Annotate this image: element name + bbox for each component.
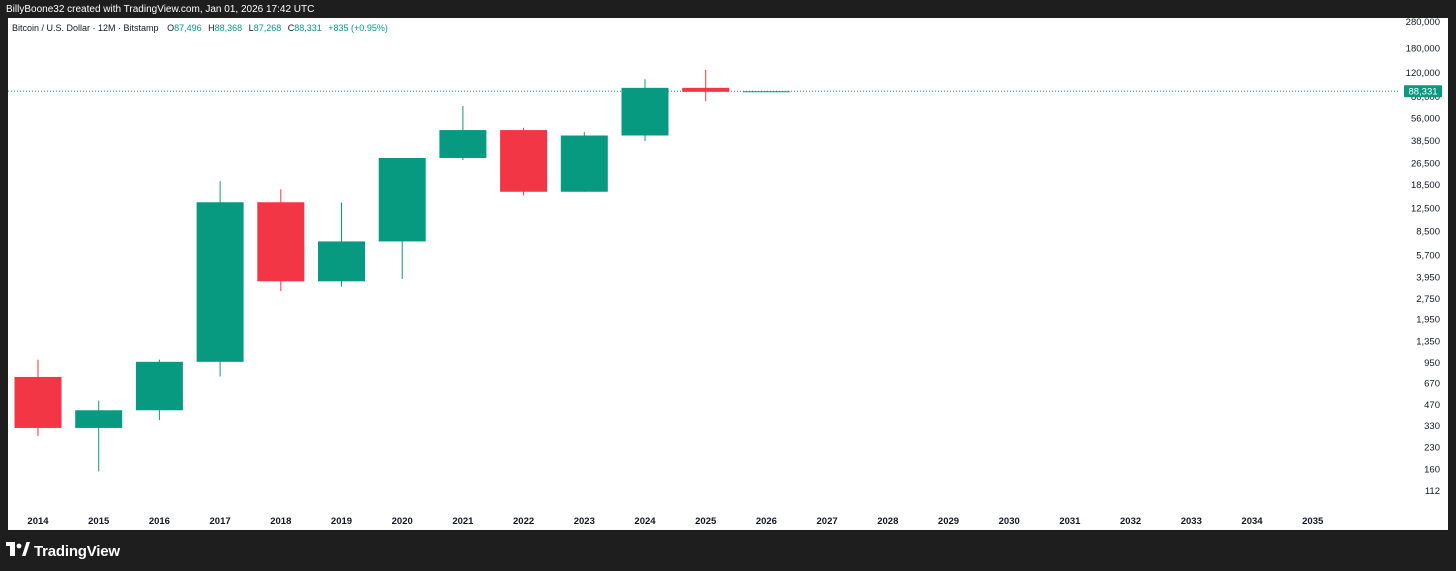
candle-body	[742, 91, 790, 93]
x-tick-label: 2035	[1302, 516, 1324, 527]
symbol-legend: Bitcoin / U.S. Dollar · 12M · Bitstamp O…	[12, 22, 388, 35]
x-tick-label: 2029	[938, 516, 959, 527]
close-value: 88,331	[294, 23, 322, 33]
candle-body	[75, 410, 123, 428]
y-tick-label: 112	[1425, 486, 1440, 497]
x-tick-label: 2033	[1181, 516, 1202, 527]
x-tick-label: 2022	[513, 516, 534, 527]
candle-body	[500, 130, 548, 192]
x-tick-label: 2026	[756, 516, 777, 527]
x-tick-label: 2015	[88, 516, 110, 527]
candlestick-chart[interactable]: 280,000 180,000 120,000 80,000 56,000 38,500 2…	[8, 18, 1448, 530]
x-tick-label: 2032	[1120, 516, 1141, 527]
y-tick-label: 26,500	[1411, 158, 1440, 169]
symbol-title: Bitcoin / U.S. Dollar · 12M · Bitstamp	[12, 23, 159, 33]
open-value: 87,496	[174, 23, 202, 33]
x-tick-label: 2023	[574, 516, 595, 527]
high-key: H	[208, 23, 215, 33]
y-tick-label: 56,000	[1411, 114, 1440, 125]
candle-body	[196, 202, 244, 362]
y-tick-label: 80,000	[1411, 92, 1440, 103]
change-value: +835 (+0.95%)	[328, 23, 388, 33]
chart-area[interactable]: 280,000 180,000 120,000 80,000 56,000 38,500 2…	[8, 18, 1448, 530]
chart-caption: BillyBoone32 created with TradingView.co…	[6, 4, 315, 15]
x-tick-label: 2028	[877, 516, 898, 527]
y-tick-label: 160	[1424, 464, 1440, 475]
candle-body	[439, 130, 487, 158]
y-tick-label: 8,500	[1416, 226, 1440, 237]
y-tick-label: 1,350	[1416, 337, 1440, 348]
candle-body	[257, 202, 305, 282]
y-tick-label: 280,000	[1406, 18, 1440, 28]
brand-name: TradingView	[34, 542, 120, 560]
x-tick-label: 2019	[331, 516, 352, 527]
candle-body	[560, 135, 608, 192]
x-tick-label: 2018	[270, 516, 291, 527]
y-tick-label: 3,950	[1416, 272, 1440, 283]
x-tick-label: 2034	[1241, 516, 1263, 527]
y-tick-label: 38,500	[1411, 136, 1440, 147]
tradingview-logo-icon	[6, 541, 30, 561]
y-tick-label: 18,500	[1411, 180, 1440, 191]
candle-body	[621, 87, 669, 136]
y-tick-label: 950	[1424, 358, 1440, 369]
y-tick-label: 120,000	[1406, 68, 1440, 79]
x-tick-label: 2017	[210, 516, 231, 527]
x-tick-label: 2021	[452, 516, 474, 527]
y-tick-label: 330	[1424, 421, 1440, 432]
last-price-label-bg	[1404, 85, 1442, 98]
y-tick-label: 470	[1424, 400, 1440, 411]
close-key: C	[287, 23, 295, 33]
candle-body	[378, 157, 426, 242]
x-tick-label: 2020	[392, 516, 413, 527]
candle-body	[14, 376, 62, 428]
x-tick-label: 2030	[999, 516, 1020, 527]
x-tick-label: 2027	[817, 516, 838, 527]
y-tick-label: 1,950	[1416, 315, 1440, 326]
candle-body	[135, 361, 183, 411]
y-tick-label: 180,000	[1406, 44, 1440, 55]
open-key: O	[167, 23, 175, 33]
last-price-label: 88,331	[1408, 87, 1437, 98]
footer-brand[interactable]: TradingView	[6, 538, 120, 564]
x-tick-label: 2016	[149, 516, 170, 527]
y-tick-label: 12,500	[1411, 203, 1440, 214]
y-tick-label: 670	[1424, 379, 1440, 390]
x-tick-label: 2024	[634, 516, 656, 527]
x-tick-label: 2025	[695, 516, 717, 527]
low-key: L	[248, 23, 254, 33]
y-tick-label: 5,700	[1416, 250, 1440, 261]
x-tick-label: 2014	[27, 516, 49, 527]
low-value: 87,268	[253, 23, 282, 33]
y-tick-label: 2,750	[1416, 294, 1440, 305]
y-tick-label: 230	[1424, 443, 1440, 454]
candle-body	[318, 241, 365, 282]
candle-body	[682, 87, 730, 92]
high-value: 88,368	[214, 23, 243, 33]
x-tick-label: 2031	[1059, 516, 1081, 527]
